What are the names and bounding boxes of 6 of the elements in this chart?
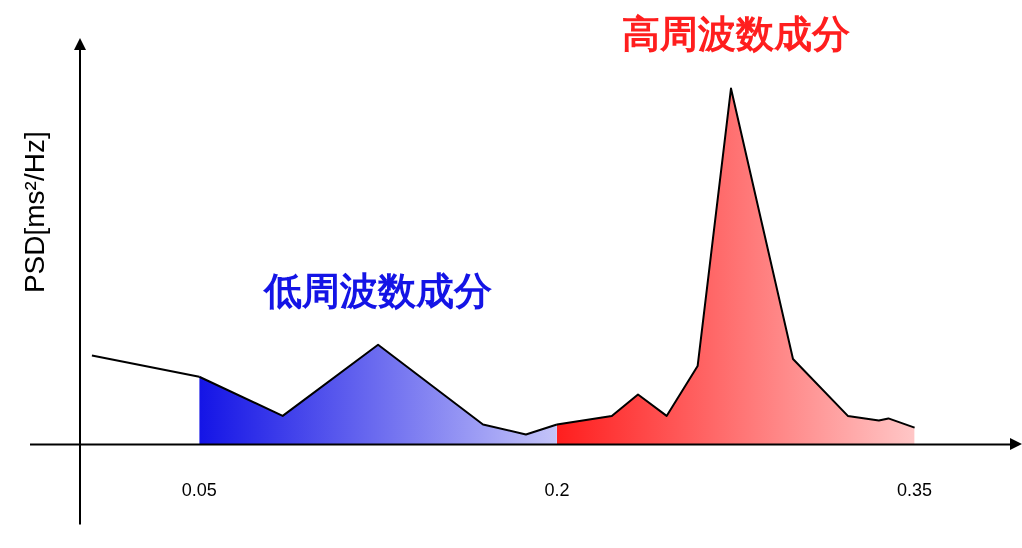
series-label: 低周波数成分 (262, 268, 493, 313)
x-tick-label: 0.05 (181, 480, 217, 501)
y-axis-title: PSD[ms²/Hz] (18, 131, 50, 294)
series-label: 高周波数成分 (621, 12, 850, 57)
x-tick-label: 0.2 (544, 480, 570, 501)
x-tick-label: 0.35 (897, 480, 933, 501)
